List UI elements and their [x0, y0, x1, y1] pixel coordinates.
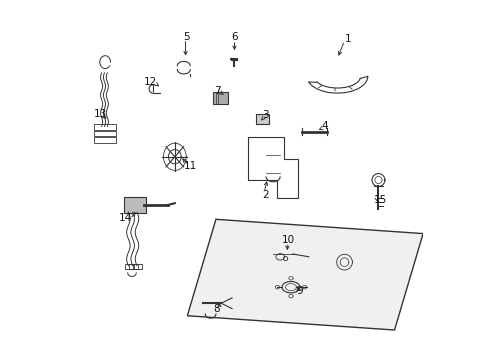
Text: 7: 7: [214, 86, 221, 96]
Text: 14: 14: [119, 213, 132, 223]
Text: 9: 9: [296, 287, 302, 296]
Polygon shape: [187, 219, 422, 330]
FancyBboxPatch shape: [123, 197, 145, 213]
FancyBboxPatch shape: [256, 114, 268, 123]
Text: 11: 11: [183, 161, 197, 171]
Text: 13: 13: [94, 109, 107, 119]
Text: 12: 12: [144, 77, 157, 87]
Text: 8: 8: [213, 304, 220, 314]
Text: 1: 1: [344, 34, 351, 44]
Text: 10: 10: [282, 235, 295, 245]
Text: 15: 15: [373, 195, 386, 204]
Text: 4: 4: [321, 121, 327, 131]
Text: 3: 3: [262, 110, 268, 120]
Text: 2: 2: [262, 190, 268, 200]
Text: 5: 5: [183, 32, 189, 42]
Text: 6: 6: [231, 32, 238, 42]
FancyBboxPatch shape: [213, 92, 228, 104]
